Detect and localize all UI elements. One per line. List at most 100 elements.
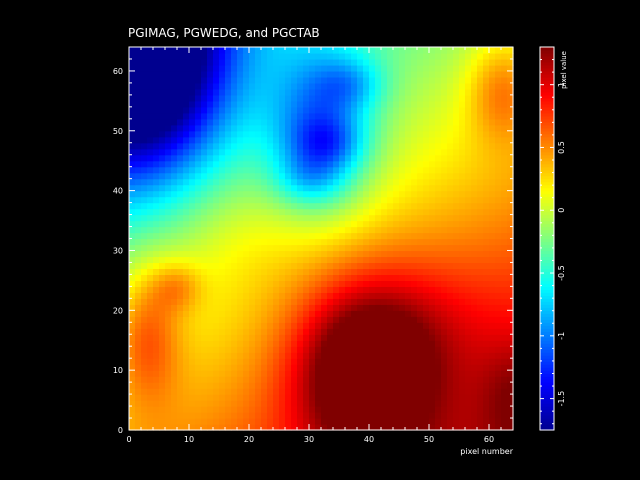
- colorbar-swatch: [540, 100, 554, 105]
- heatmap-cell: [453, 136, 460, 144]
- heatmap-cell: [189, 100, 196, 108]
- heatmap-cell: [369, 190, 376, 198]
- heatmap-cell: [399, 64, 406, 72]
- heatmap-cell: [291, 202, 298, 210]
- heatmap-cell: [399, 340, 406, 347]
- heatmap-cell: [411, 304, 418, 311]
- heatmap-cell: [417, 47, 424, 54]
- heatmap-cell: [381, 250, 388, 258]
- heatmap-cell: [375, 178, 382, 186]
- heatmap-cell: [213, 172, 220, 180]
- heatmap-cell: [261, 112, 268, 120]
- heatmap-cell: [501, 202, 508, 210]
- heatmap-cell: [333, 334, 340, 341]
- heatmap-cell: [507, 334, 514, 341]
- heatmap-cell: [267, 202, 274, 210]
- heatmap-cell: [459, 208, 466, 216]
- colorbar-swatch: [540, 217, 554, 222]
- heatmap-cell: [375, 310, 382, 317]
- heatmap-cell: [267, 232, 274, 240]
- heatmap-cell: [225, 268, 232, 275]
- heatmap-cell: [477, 190, 484, 198]
- heatmap-cell: [447, 328, 454, 335]
- heatmap-cell: [177, 64, 184, 72]
- heatmap-cell: [345, 208, 352, 216]
- heatmap-cell: [315, 418, 322, 425]
- heatmap-cell: [453, 184, 460, 192]
- heatmap-cell: [219, 118, 226, 126]
- heatmap-cell: [279, 142, 286, 150]
- heatmap-cell: [321, 346, 328, 353]
- heatmap-cell: [387, 142, 394, 150]
- heatmap-cell: [291, 58, 298, 66]
- heatmap-cell: [195, 292, 202, 299]
- heatmap-cell: [351, 47, 358, 54]
- heatmap-cell: [315, 208, 322, 216]
- heatmap-cell: [441, 76, 448, 84]
- heatmap-cell: [369, 274, 376, 281]
- heatmap-cell: [279, 184, 286, 192]
- heatmap-cell: [369, 70, 376, 78]
- heatmap-cell: [171, 124, 178, 132]
- heatmap-cell: [309, 376, 316, 383]
- heatmap-cell: [159, 238, 166, 246]
- heatmap-cell: [435, 130, 442, 138]
- heatmap-cell: [177, 304, 184, 311]
- heatmap-cell: [507, 130, 514, 138]
- heatmap-cell: [159, 364, 166, 371]
- heatmap-cell: [231, 100, 238, 108]
- heatmap-cell: [501, 304, 508, 311]
- heatmap-cell: [381, 172, 388, 180]
- colorbar-swatch: [540, 334, 554, 338]
- heatmap-cell: [225, 196, 232, 204]
- heatmap-cell: [417, 100, 424, 108]
- heatmap-cell: [315, 88, 322, 96]
- heatmap-cell: [267, 286, 274, 293]
- heatmap-cell: [315, 118, 322, 126]
- heatmap-cell: [285, 250, 292, 258]
- heatmap-cell: [489, 214, 496, 222]
- heatmap-cell: [477, 226, 484, 234]
- heatmap-cell: [189, 118, 196, 126]
- heatmap-cell: [453, 274, 460, 281]
- heatmap-cell: [303, 112, 310, 120]
- heatmap-cell: [411, 424, 418, 431]
- heatmap-cell: [153, 280, 160, 287]
- heatmap-cell: [441, 268, 448, 275]
- heatmap-cell: [381, 238, 388, 246]
- heatmap-cell: [315, 406, 322, 413]
- heatmap-cell: [129, 202, 136, 210]
- heatmap-cell: [495, 358, 502, 365]
- heatmap-cell: [477, 352, 484, 359]
- heatmap-cell: [291, 280, 298, 287]
- heatmap-cell: [225, 82, 232, 90]
- heatmap-cell: [495, 52, 502, 60]
- heatmap-cell: [285, 202, 292, 210]
- heatmap-cell: [357, 370, 364, 377]
- heatmap-cell: [423, 418, 430, 425]
- heatmap-cell: [213, 64, 220, 72]
- heatmap-cell: [471, 316, 478, 323]
- heatmap-cell: [231, 106, 238, 114]
- heatmap-cell: [189, 334, 196, 341]
- heatmap-cell: [291, 64, 298, 72]
- heatmap-cell: [279, 58, 286, 66]
- heatmap-cell: [267, 256, 274, 264]
- heatmap-cell: [261, 214, 268, 222]
- heatmap-cell: [381, 424, 388, 431]
- heatmap-cell: [291, 190, 298, 198]
- heatmap-cell: [405, 346, 412, 353]
- heatmap-cell: [291, 76, 298, 84]
- heatmap-cell: [159, 358, 166, 365]
- heatmap-cell: [177, 310, 184, 317]
- heatmap-cell: [459, 106, 466, 114]
- heatmap-cell: [201, 226, 208, 234]
- heatmap-cell: [423, 400, 430, 407]
- heatmap-cell: [243, 136, 250, 144]
- x-tick-label: 60: [484, 435, 494, 444]
- heatmap-cell: [135, 406, 142, 413]
- heatmap-cell: [129, 292, 136, 299]
- heatmap-cell: [225, 76, 232, 84]
- heatmap-cell: [351, 82, 358, 90]
- heatmap-cell: [219, 304, 226, 311]
